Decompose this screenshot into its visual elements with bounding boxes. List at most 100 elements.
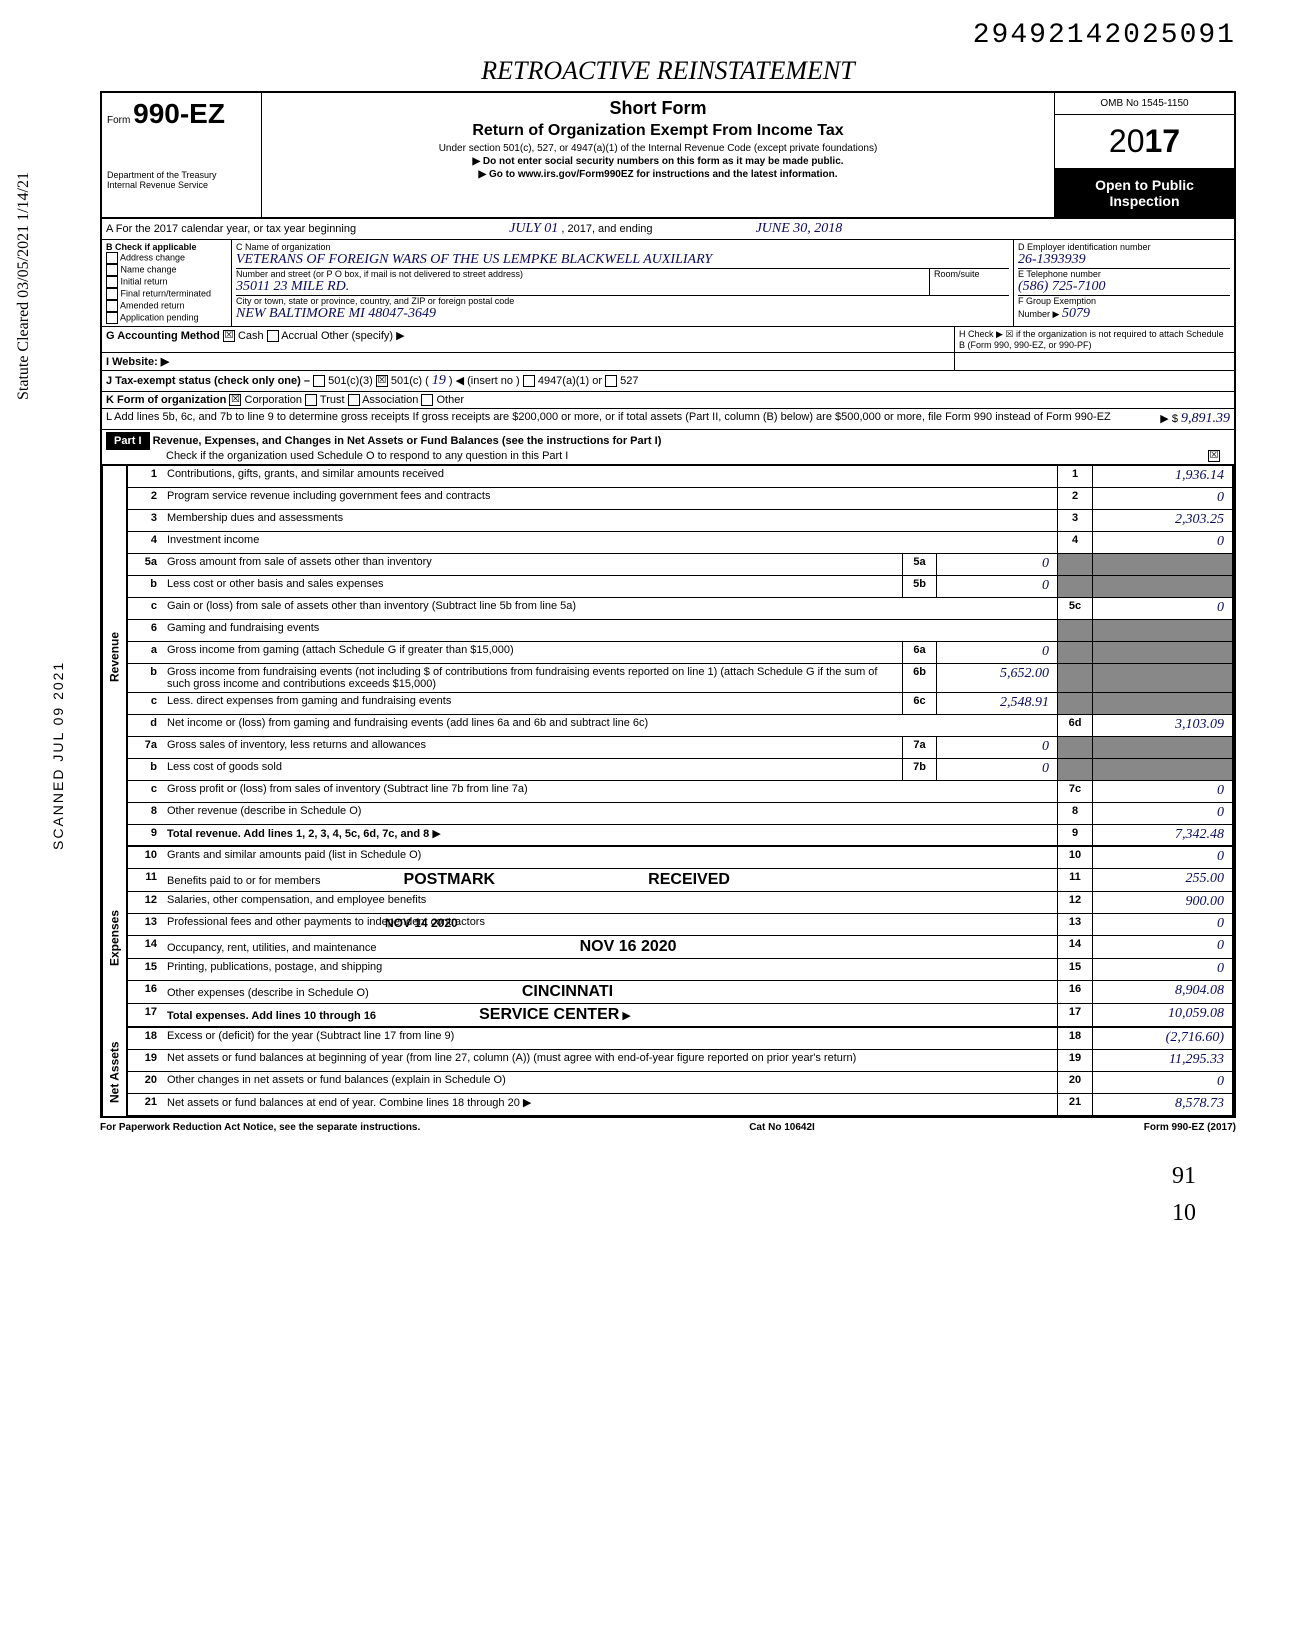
line-6b-shade — [1057, 664, 1092, 692]
form-number: 990-EZ — [133, 98, 225, 129]
line-7b-val: 0 — [937, 759, 1057, 780]
line-6d-num: d — [128, 715, 163, 736]
line-6c-desc: Less. direct expenses from gaming and fu… — [163, 693, 902, 714]
checkbox-assoc[interactable] — [348, 394, 360, 406]
line-6b-num: b — [128, 664, 163, 692]
checkbox-501c3[interactable] — [313, 375, 325, 387]
line-9-val: 7,342.48 — [1092, 825, 1232, 845]
line-12-desc: Salaries, other compensation, and employ… — [163, 892, 1057, 913]
line-6c-shade2 — [1092, 693, 1232, 714]
l-value: 9,891.39 — [1181, 411, 1230, 426]
e-value: (586) 725-7100 — [1018, 279, 1106, 294]
b-item-3: Final return/terminated — [121, 288, 212, 298]
line-5c-val: 0 — [1092, 598, 1232, 619]
d-value: 26-1393939 — [1018, 252, 1086, 267]
checkbox-accrual[interactable] — [267, 330, 279, 342]
line-5b-shade2 — [1092, 576, 1232, 597]
vertical-handwritten-note: Statute Cleared 03/05/2021 1/14/21 — [15, 172, 33, 400]
row-bcdef: B Check if applicable Address change Nam… — [100, 240, 1236, 327]
omb-number: OMB No 1545-1150 — [1055, 93, 1234, 115]
retroactive-title: RETROACTIVE REINSTATEMENT — [100, 56, 1236, 86]
line-2-val: 0 — [1092, 488, 1232, 509]
short-form-title: Short Form — [267, 98, 1049, 119]
line-6d-box: 6d — [1057, 715, 1092, 736]
line-13-box: 13 — [1057, 914, 1092, 935]
c-street: 35011 23 MILE RD. — [236, 279, 349, 294]
a-end: JUNE 30, 2018 — [756, 221, 843, 236]
checkbox-amended[interactable] — [106, 300, 118, 312]
line-6b-val: 5,652.00 — [937, 664, 1057, 692]
b-item-0: Address change — [120, 252, 185, 262]
service-stamp: SERVICE CENTER — [479, 1006, 619, 1023]
f-label: F Group Exemption — [1018, 296, 1096, 306]
line-6b-box: 6b — [902, 664, 937, 692]
line-16-box: 16 — [1057, 981, 1092, 1003]
line-4-val: 0 — [1092, 532, 1232, 553]
line-6c-num: c — [128, 693, 163, 714]
line-5a-num: 5a — [128, 554, 163, 575]
line-18-box: 18 — [1057, 1028, 1092, 1049]
line-17-box: 17 — [1057, 1004, 1092, 1026]
part1-checkbox[interactable]: ☒ — [1208, 450, 1220, 462]
j-label: J Tax-exempt status (check only one) – — [106, 375, 310, 387]
line-10-box: 10 — [1057, 847, 1092, 868]
line-6-desc: Gaming and fundraising events — [163, 620, 1057, 641]
line-6a-val: 0 — [937, 642, 1057, 663]
checkbox-final[interactable] — [106, 288, 118, 300]
warning-2: ▶ Go to www.irs.gov/Form990EZ for instru… — [267, 169, 1049, 180]
line-5b-val: 0 — [937, 576, 1057, 597]
k-label: K Form of organization — [106, 394, 226, 406]
j-c3: 501(c)(3) — [328, 375, 373, 387]
checkbox-4947[interactable] — [523, 375, 535, 387]
line-7b-num: b — [128, 759, 163, 780]
line-15-num: 15 — [128, 959, 163, 980]
line-7a-box: 7a — [902, 737, 937, 758]
line-14-val: 0 — [1092, 936, 1232, 958]
a-label: A For the 2017 calendar year, or tax yea… — [106, 223, 356, 235]
line-17-num: 17 — [128, 1004, 163, 1026]
line-5b-box: 5b — [902, 576, 937, 597]
line-15-val: 0 — [1092, 959, 1232, 980]
line-8-val: 0 — [1092, 803, 1232, 824]
checkbox-527[interactable] — [605, 375, 617, 387]
line-1-num: 1 — [128, 466, 163, 487]
line-6d-desc: Net income or (loss) from gaming and fun… — [163, 715, 1057, 736]
expenses-label: Expenses — [102, 847, 126, 1028]
checkbox-name[interactable] — [106, 264, 118, 276]
line-2-box: 2 — [1057, 488, 1092, 509]
line-7a-desc: Gross sales of inventory, less returns a… — [163, 737, 902, 758]
row-i: I Website: ▶ — [100, 353, 1236, 371]
line-12-num: 12 — [128, 892, 163, 913]
checkbox-corp[interactable]: ☒ — [229, 394, 241, 406]
line-7a-num: 7a — [128, 737, 163, 758]
checkbox-trust[interactable] — [305, 394, 317, 406]
line-19-box: 19 — [1057, 1050, 1092, 1071]
line-17-desc: Total expenses. Add lines 10 through 16 — [167, 1010, 376, 1022]
c-city: NEW BALTIMORE MI 48047-3649 — [236, 306, 436, 321]
line-19-val: 11,295.33 — [1092, 1050, 1232, 1071]
checkbox-pending[interactable] — [106, 312, 118, 324]
line-6b-desc: Gross income from fundraising events (no… — [163, 664, 902, 692]
line-6-shade — [1057, 620, 1092, 641]
line-5a-shade2 — [1092, 554, 1232, 575]
expenses-section: Expenses 10Grants and similar amounts pa… — [100, 847, 1236, 1028]
main-title: Return of Organization Exempt From Incom… — [267, 122, 1049, 140]
line-20-desc: Other changes in net assets or fund bala… — [163, 1072, 1057, 1093]
revenue-label: Revenue — [102, 466, 126, 847]
footer: For Paperwork Reduction Act Notice, see … — [100, 1118, 1236, 1133]
checkbox-other[interactable] — [421, 394, 433, 406]
checkbox-address[interactable] — [106, 252, 118, 264]
a-begin: JULY 01 — [509, 221, 558, 236]
checkbox-cash[interactable]: ☒ — [223, 330, 235, 342]
netassets-section: Net Assets 18Excess or (deficit) for the… — [100, 1028, 1236, 1118]
line-1-val: 1,936.14 — [1092, 466, 1232, 487]
line-7c-desc: Gross profit or (loss) from sales of inv… — [163, 781, 1057, 802]
line-11-val: 255.00 — [1092, 869, 1232, 891]
line-3-num: 3 — [128, 510, 163, 531]
e-label: E Telephone number — [1018, 269, 1101, 279]
checkbox-501c[interactable]: ☒ — [376, 375, 388, 387]
line-21-val: 8,578.73 — [1092, 1094, 1232, 1115]
g-label: G Accounting Method — [106, 330, 220, 342]
date-stamp-2: NOV 14 2020 — [385, 916, 458, 930]
checkbox-initial[interactable] — [106, 276, 118, 288]
